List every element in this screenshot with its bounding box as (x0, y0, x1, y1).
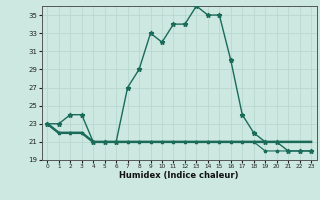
X-axis label: Humidex (Indice chaleur): Humidex (Indice chaleur) (119, 171, 239, 180)
